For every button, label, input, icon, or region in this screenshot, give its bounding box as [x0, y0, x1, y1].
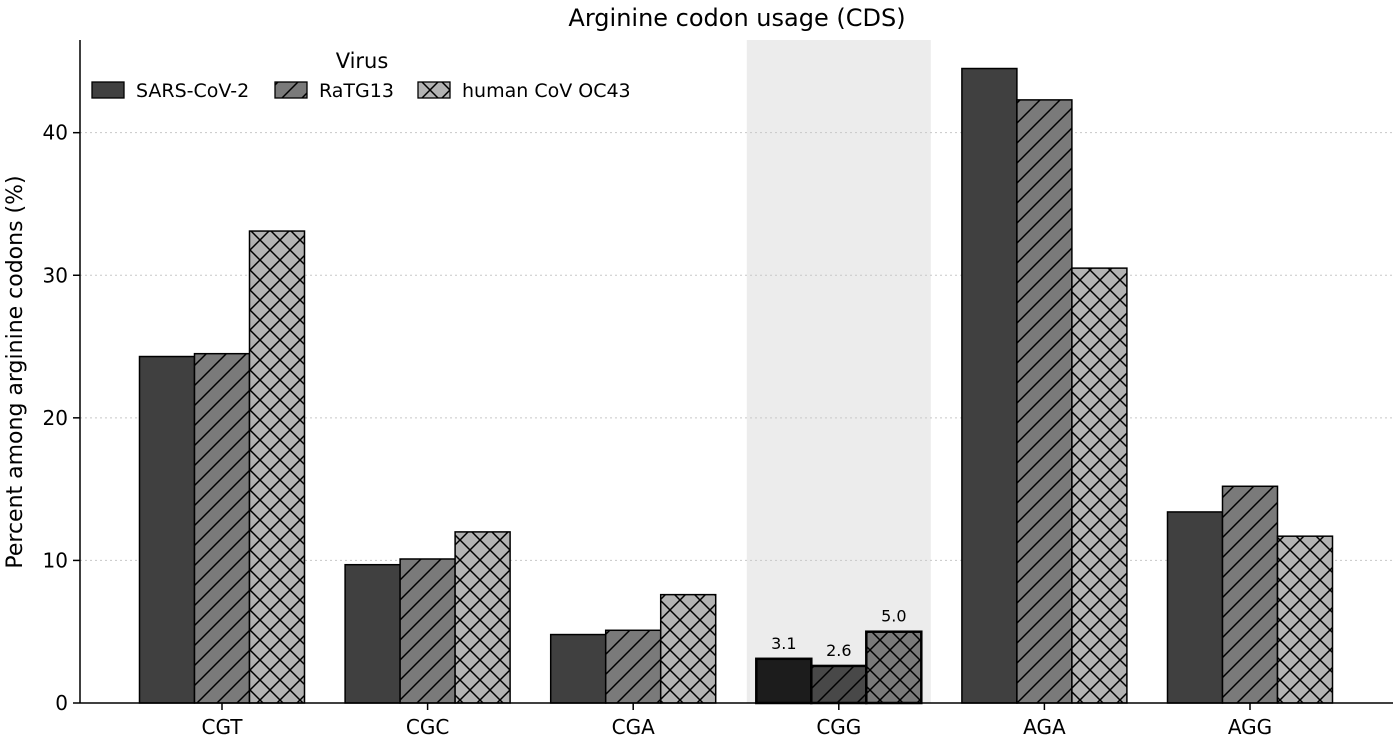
- bar-human-cov-oc43-cgc-hatch: [455, 531, 511, 703]
- x-tick-label-cgt: CGT: [202, 715, 244, 739]
- bar-human-cov-oc43-aga-hatch: [1071, 268, 1127, 703]
- bars: [138, 67, 1334, 705]
- chart-title: Arginine codon usage (CDS): [568, 4, 905, 32]
- bar-human-cov-oc43-cgt-hatch: [249, 231, 305, 704]
- bar-human-cov-oc43-agg-hatch: [1277, 536, 1333, 703]
- legend-swatch-sars-cov-2: [92, 82, 124, 98]
- x-tick-label-cgc: CGC: [406, 715, 449, 739]
- bar-sars-cov-2-aga: [961, 68, 1017, 704]
- bar-sars-cov-2-cgc: [345, 564, 401, 703]
- highlight-band-cgg: [746, 40, 931, 703]
- legend-label-ratg13: RaTG13: [319, 80, 394, 102]
- legend-swatch-ratg13-outline: [274, 81, 308, 99]
- x-tick-label-cgg: CGG: [816, 715, 861, 739]
- bar-ratg13-agg-hatch: [1222, 486, 1278, 703]
- value-label-human-cov-oc43-cgg: 5.0: [881, 607, 906, 626]
- y-tick-label: 10: [43, 548, 68, 572]
- y-tick-label: 30: [43, 263, 68, 287]
- value-label-ratg13-cgg: 2.6: [826, 641, 851, 660]
- x-tick-label-cga: CGA: [612, 715, 655, 739]
- legend-items: SARS-CoV-2 RaTG13 human CoV OC43: [91, 80, 631, 102]
- legend-swatch-human-cov-oc43-hatch: [418, 82, 450, 98]
- legend: Virus SARS-CoV-2 RaTG13 human CoV OC43: [91, 49, 631, 102]
- y-tick-label: 40: [43, 121, 68, 145]
- legend-swatch-ratg13-hatch: [275, 82, 307, 98]
- x-tick-label-agg: AGG: [1228, 715, 1272, 739]
- bar-ratg13-aga-hatch: [1016, 99, 1072, 704]
- y-axis-label: Percent among arginine codons (%): [3, 175, 28, 568]
- bar-human-cov-oc43-cgg-hatch: [866, 631, 922, 703]
- y-tick-label: 0: [55, 691, 68, 715]
- bar-sars-cov-2-agg: [1167, 511, 1223, 703]
- bar-sars-cov-2-cgg: [756, 658, 812, 703]
- legend-swatch-human-cov-oc43-outline: [417, 81, 451, 99]
- legend-swatch-sars-cov-2-outline: [91, 81, 125, 99]
- bar-ratg13-cgg-hatch: [811, 665, 867, 703]
- bar-sars-cov-2-cgt: [139, 356, 195, 703]
- y-tick-label: 20: [43, 406, 68, 430]
- bar-sars-cov-2-cga: [550, 634, 606, 703]
- value-labels: 3.1 2.6 5.0: [771, 607, 906, 660]
- bar-ratg13-cgt-hatch: [194, 353, 250, 703]
- gridlines: [80, 132, 1393, 561]
- legend-label-human-cov-oc43: human CoV OC43: [462, 80, 631, 102]
- highlight-band-layer: [746, 40, 931, 703]
- legend-label-sars-cov-2: SARS-CoV-2: [136, 80, 249, 102]
- axes: 0 10 20 30 40 CGT CGC CGA CGG AGA AGG: [43, 40, 1393, 739]
- bar-ratg13-cgc-hatch: [400, 558, 456, 703]
- legend-title: Virus: [336, 49, 389, 73]
- bar-ratg13-cga-hatch: [605, 630, 661, 703]
- value-label-sars-cov-2-cgg: 3.1: [771, 634, 796, 653]
- x-tick-label-aga: AGA: [1023, 715, 1066, 739]
- bar-human-cov-oc43-cga-hatch: [660, 594, 716, 703]
